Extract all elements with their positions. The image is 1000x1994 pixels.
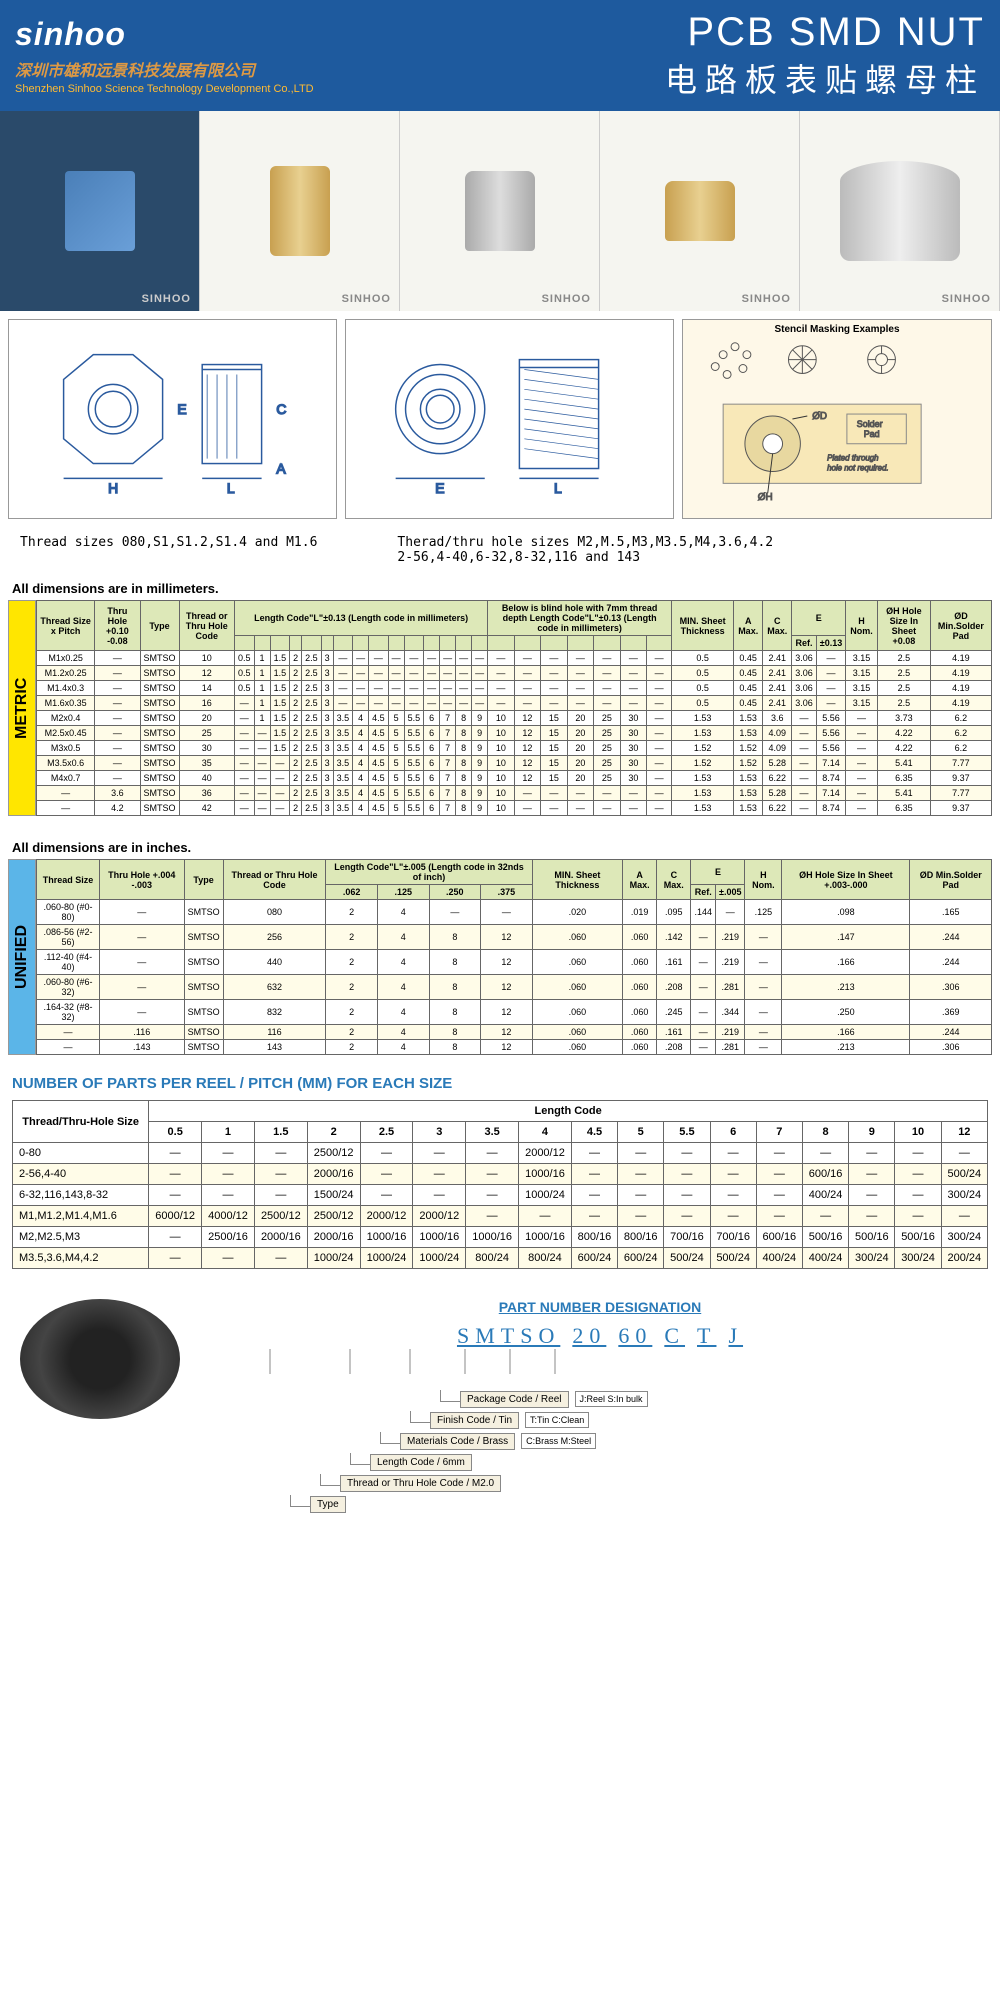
stencil-title: Stencil Masking Examples — [683, 324, 991, 335]
header: sinhoo 深圳市雄和远景科技发展有限公司 Shenzhen Sinhoo S… — [0, 0, 1000, 111]
product-img-5: SINHOO — [800, 111, 1000, 311]
reel-image — [20, 1299, 180, 1419]
svg-text:E: E — [435, 480, 444, 496]
reel-table: Thread/Thru-Hole SizeLength Code0.511.52… — [12, 1100, 988, 1269]
svg-text:Solder: Solder — [857, 419, 883, 429]
svg-text:H: H — [108, 480, 118, 496]
svg-text:Plated through: Plated through — [827, 454, 879, 463]
part-number-area: PART NUMBER DESIGNATION SMTSO2060CTJ Pac… — [0, 1269, 1000, 1536]
reel-table-wrap: Thread/Thru-Hole SizeLength Code0.511.52… — [0, 1100, 1000, 1269]
diagram-row: EH LCA EL Stencil Masking Examples ØD So… — [0, 311, 1000, 527]
title-en: PCB SMD NUT — [665, 10, 985, 55]
product-img-4: SINHOO — [600, 111, 800, 311]
logo-area: sinhoo 深圳市雄和远景科技发展有限公司 Shenzhen Sinhoo S… — [15, 16, 314, 95]
svg-text:hole not required.: hole not required. — [827, 463, 889, 472]
pn-tree: Package Code / ReelJ:Reel S:In bulkFinis… — [220, 1390, 980, 1513]
caption-2: Therad/thru hole sizes M2,M.5,M3,M3.5,M4… — [397, 535, 773, 565]
logo: sinhoo — [15, 16, 314, 53]
pn-designation: PART NUMBER DESIGNATION SMTSO2060CTJ Pac… — [220, 1299, 980, 1516]
svg-text:L: L — [227, 480, 235, 496]
metric-table: Thread Size x PitchThru Hole +0.10 -0.08… — [36, 600, 992, 816]
company-name-cn: 深圳市雄和远景科技发展有限公司 — [15, 57, 314, 81]
pn-title: PART NUMBER DESIGNATION — [220, 1299, 980, 1315]
diagram-round: EL — [345, 319, 674, 519]
reel-title: NUMBER OF PARTS PER REEL / PITCH (MM) FO… — [0, 1055, 1000, 1100]
metric-side-label: METRIC — [8, 600, 36, 816]
unified-table: Thread SizeThru Hole +.004 -.003TypeThre… — [36, 859, 992, 1055]
caption-1: Thread sizes 080,S1,S1.2,S1.4 and M1.6 — [20, 535, 317, 565]
unified-side-label: UNIFIED — [8, 859, 36, 1055]
svg-text:ØH: ØH — [758, 492, 773, 503]
svg-text:C: C — [276, 401, 286, 417]
unified-header: All dimensions are in inches. — [0, 832, 1000, 859]
product-img-2: SINHOO — [200, 111, 400, 311]
title-cn: 电路板表贴螺母柱 — [665, 55, 985, 101]
metric-header: All dimensions are in millimeters. — [0, 573, 1000, 600]
svg-text:E: E — [177, 401, 186, 417]
title-area: PCB SMD NUT 电路板表贴螺母柱 — [665, 10, 985, 101]
pn-code: SMTSO2060CTJ — [220, 1323, 980, 1349]
pn-lines — [220, 1349, 640, 1379]
svg-text:A: A — [276, 460, 286, 476]
diagram-captions: Thread sizes 080,S1,S1.2,S1.4 and M1.6 T… — [0, 527, 1000, 573]
svg-text:Pad: Pad — [864, 429, 880, 439]
product-img-1: SINHOO — [0, 111, 200, 311]
metric-table-wrap: METRIC Thread Size x PitchThru Hole +0.1… — [0, 600, 1000, 816]
company-name-en: Shenzhen Sinhoo Science Technology Devel… — [15, 83, 314, 95]
svg-text:L: L — [554, 480, 562, 496]
diagram-stencil: Stencil Masking Examples ØD SolderPad Pl… — [682, 319, 992, 519]
diagram-hex: E H L C A — [8, 319, 337, 519]
product-images: SINHOO SINHOO SINHOO SINHOO SINHOO — [0, 111, 1000, 311]
product-img-3: SINHOO — [400, 111, 600, 311]
svg-text:ØD: ØD — [812, 411, 827, 422]
unified-table-wrap: UNIFIED Thread SizeThru Hole +.004 -.003… — [0, 859, 1000, 1055]
